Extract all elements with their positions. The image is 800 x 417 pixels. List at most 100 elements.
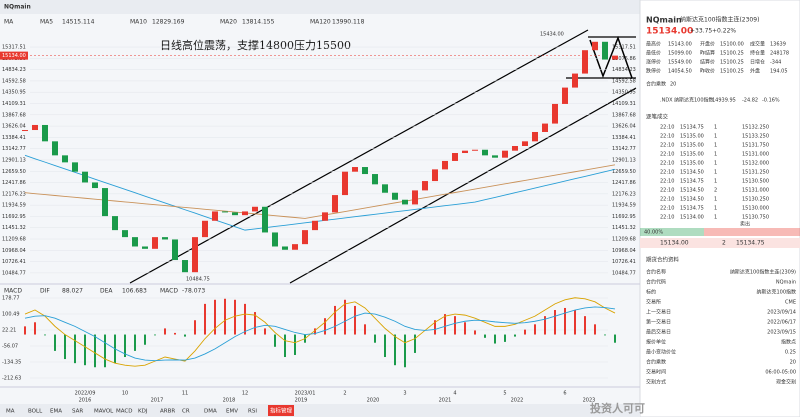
quote-field: 成交量: [750, 41, 765, 48]
macd-bar: [234, 299, 236, 335]
candle: [42, 124, 48, 142]
book-bg: [640, 238, 800, 248]
macd-bar: [84, 334, 86, 366]
y-tick-label: -212.63: [2, 375, 21, 381]
year-label: 2017: [151, 398, 164, 404]
info-row: NQmain: [776, 280, 796, 286]
legend-name: MA10: [130, 19, 147, 26]
macd-bar: [464, 322, 466, 335]
macd-bar: [474, 330, 476, 335]
candle: [182, 260, 188, 273]
macd-bar: [484, 334, 486, 338]
y-tick-label: 13142.77: [612, 146, 636, 152]
indicator-tab[interactable]: ARBR: [160, 409, 175, 415]
indicator-tab[interactable]: EMA: [50, 409, 62, 415]
x-tick-label: 6: [563, 391, 566, 397]
macd-bar: [184, 334, 186, 337]
y-tick-label: 11934.59: [612, 203, 636, 209]
candle: [462, 150, 468, 154]
quote-field: -344: [770, 60, 781, 66]
indicator-tab[interactable]: MACD: [116, 409, 133, 415]
tick-row: 15135.00: [680, 134, 704, 140]
macd-bar: [44, 334, 46, 336]
y-tick-label: 14109.31: [2, 101, 26, 107]
x-tick-label: 12: [242, 391, 248, 397]
macd-bar: [404, 334, 406, 368]
tick-row: 15132.250: [742, 125, 769, 131]
candle: [402, 199, 408, 205]
candle: [362, 167, 368, 175]
info-row: 合约代码: [646, 279, 666, 286]
legend-value: 12829.169: [152, 19, 185, 26]
tick-row: 1: [714, 197, 717, 203]
macd-bar: [164, 328, 166, 335]
indicator-tab[interactable]: SAR: [72, 409, 83, 415]
info-row: CME: [785, 300, 796, 306]
indicator-tab[interactable]: 指标管理: [270, 407, 293, 415]
buy-bar: [704, 228, 800, 236]
macd-legend-name: MACD: [160, 288, 178, 295]
quote-field: 外盘: [750, 68, 760, 75]
macd-bar: [374, 334, 376, 343]
indicator-tab[interactable]: MA: [6, 409, 15, 415]
indicator-tab[interactable]: KDJ: [138, 409, 148, 415]
candle: [32, 124, 38, 131]
info-row: 06:00-05:00: [765, 370, 796, 376]
tick-row: 15130.250: [742, 197, 769, 203]
macd-bar: [194, 320, 196, 335]
candle: [452, 153, 458, 161]
info-row: 交易所: [646, 299, 661, 306]
macd-bar: [344, 299, 346, 335]
tick-row: 22:10: [660, 206, 674, 212]
macd-bar: [434, 320, 436, 335]
y-tick-label: 10968.04: [612, 248, 636, 254]
y-tick-label: 10968.04: [2, 248, 26, 254]
indicator-tab[interactable]: BOLL: [28, 409, 43, 415]
quote-field: 最低价: [646, 50, 661, 57]
macd-bar: [214, 299, 216, 335]
candle: [612, 55, 618, 60]
macd-bar: [74, 334, 76, 364]
candle: [442, 160, 448, 170]
info-row: 2022/06/17: [767, 320, 796, 326]
quote-field: 15100.00: [720, 42, 744, 48]
quote-field: 涨停价: [646, 59, 661, 66]
tick-row: 15135.00: [680, 161, 704, 167]
y-tick-label: 13142.77: [2, 146, 26, 152]
ma-line: [24, 154, 616, 231]
legend-value: 14515.114: [62, 19, 95, 26]
candle: [82, 171, 88, 183]
macd-title: MACD: [4, 288, 22, 295]
macd-bar: [284, 334, 286, 358]
tick-row: 1: [714, 152, 717, 158]
legend-value: 13814.155: [242, 19, 275, 26]
indicator-tab[interactable]: CR: [182, 409, 190, 415]
candle: [422, 181, 428, 191]
top-toolbar: [0, 0, 800, 14]
candle: [152, 237, 158, 249]
y-tick-label: 178.77: [2, 296, 20, 302]
candle: [252, 206, 258, 212]
macd-bar: [574, 310, 576, 335]
ticks-title: 逐笔成交: [646, 113, 669, 121]
y-tick-label: 14350.95: [612, 90, 636, 96]
y-tick-label: 15317.51: [612, 45, 636, 51]
indicator-tab[interactable]: EMV: [226, 409, 238, 415]
y-tick-label: 12417.86: [612, 180, 636, 186]
candle: [62, 155, 68, 163]
channel-top: [129, 29, 589, 284]
indicator-tab[interactable]: MAVOL: [94, 409, 114, 415]
macd-bar: [364, 324, 366, 335]
y-tick-label: 12176.23: [2, 191, 26, 197]
low-label: 10484.75: [186, 277, 210, 283]
candle: [502, 150, 508, 158]
quote-panel: [639, 0, 800, 417]
indicator-tab[interactable]: RSI: [248, 409, 257, 415]
year-label: 2019: [295, 398, 308, 404]
quote-field: 昨结算: [700, 50, 715, 57]
tick-row: 22:10: [660, 134, 674, 140]
candle: [132, 237, 138, 247]
macd-bar: [544, 316, 546, 335]
indicator-tab[interactable]: DMA: [204, 409, 217, 415]
candle: [412, 190, 418, 205]
